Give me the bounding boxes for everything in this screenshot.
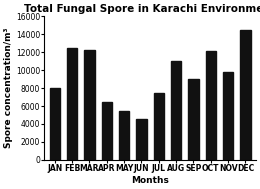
Y-axis label: Spore concentration/m³: Spore concentration/m³ [4,28,13,148]
Bar [223,72,233,160]
Bar [171,61,181,160]
Bar [188,79,199,160]
Title: Total Fungal Spore in Karachi Environment: Total Fungal Spore in Karachi Environmen… [24,4,260,14]
Bar [154,93,164,160]
Bar [84,50,95,160]
Bar [119,111,129,160]
Bar [67,48,77,160]
Bar [240,30,251,160]
Bar [136,119,147,160]
Bar [102,102,112,160]
Bar [206,51,216,160]
X-axis label: Months: Months [131,176,169,185]
Bar [50,88,60,160]
